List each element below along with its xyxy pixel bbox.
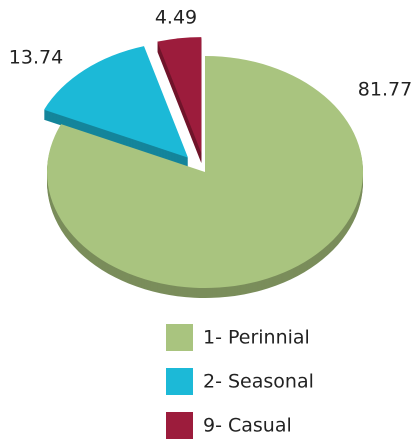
- legend-label: 2- Seasonal: [203, 371, 314, 393]
- data-label: 4.49: [155, 7, 197, 29]
- data-label: 13.74: [9, 47, 63, 69]
- legend-label: 1- Perinnial: [203, 327, 310, 349]
- legend-label: 9- Casual: [203, 415, 292, 437]
- slice: [47, 56, 364, 288]
- legend-swatch: [166, 368, 193, 395]
- data-label: 81.77: [358, 79, 412, 101]
- legend-swatch: [166, 324, 193, 351]
- slice: [44, 46, 188, 158]
- legend-swatch: [166, 412, 193, 439]
- slice: [157, 37, 202, 154]
